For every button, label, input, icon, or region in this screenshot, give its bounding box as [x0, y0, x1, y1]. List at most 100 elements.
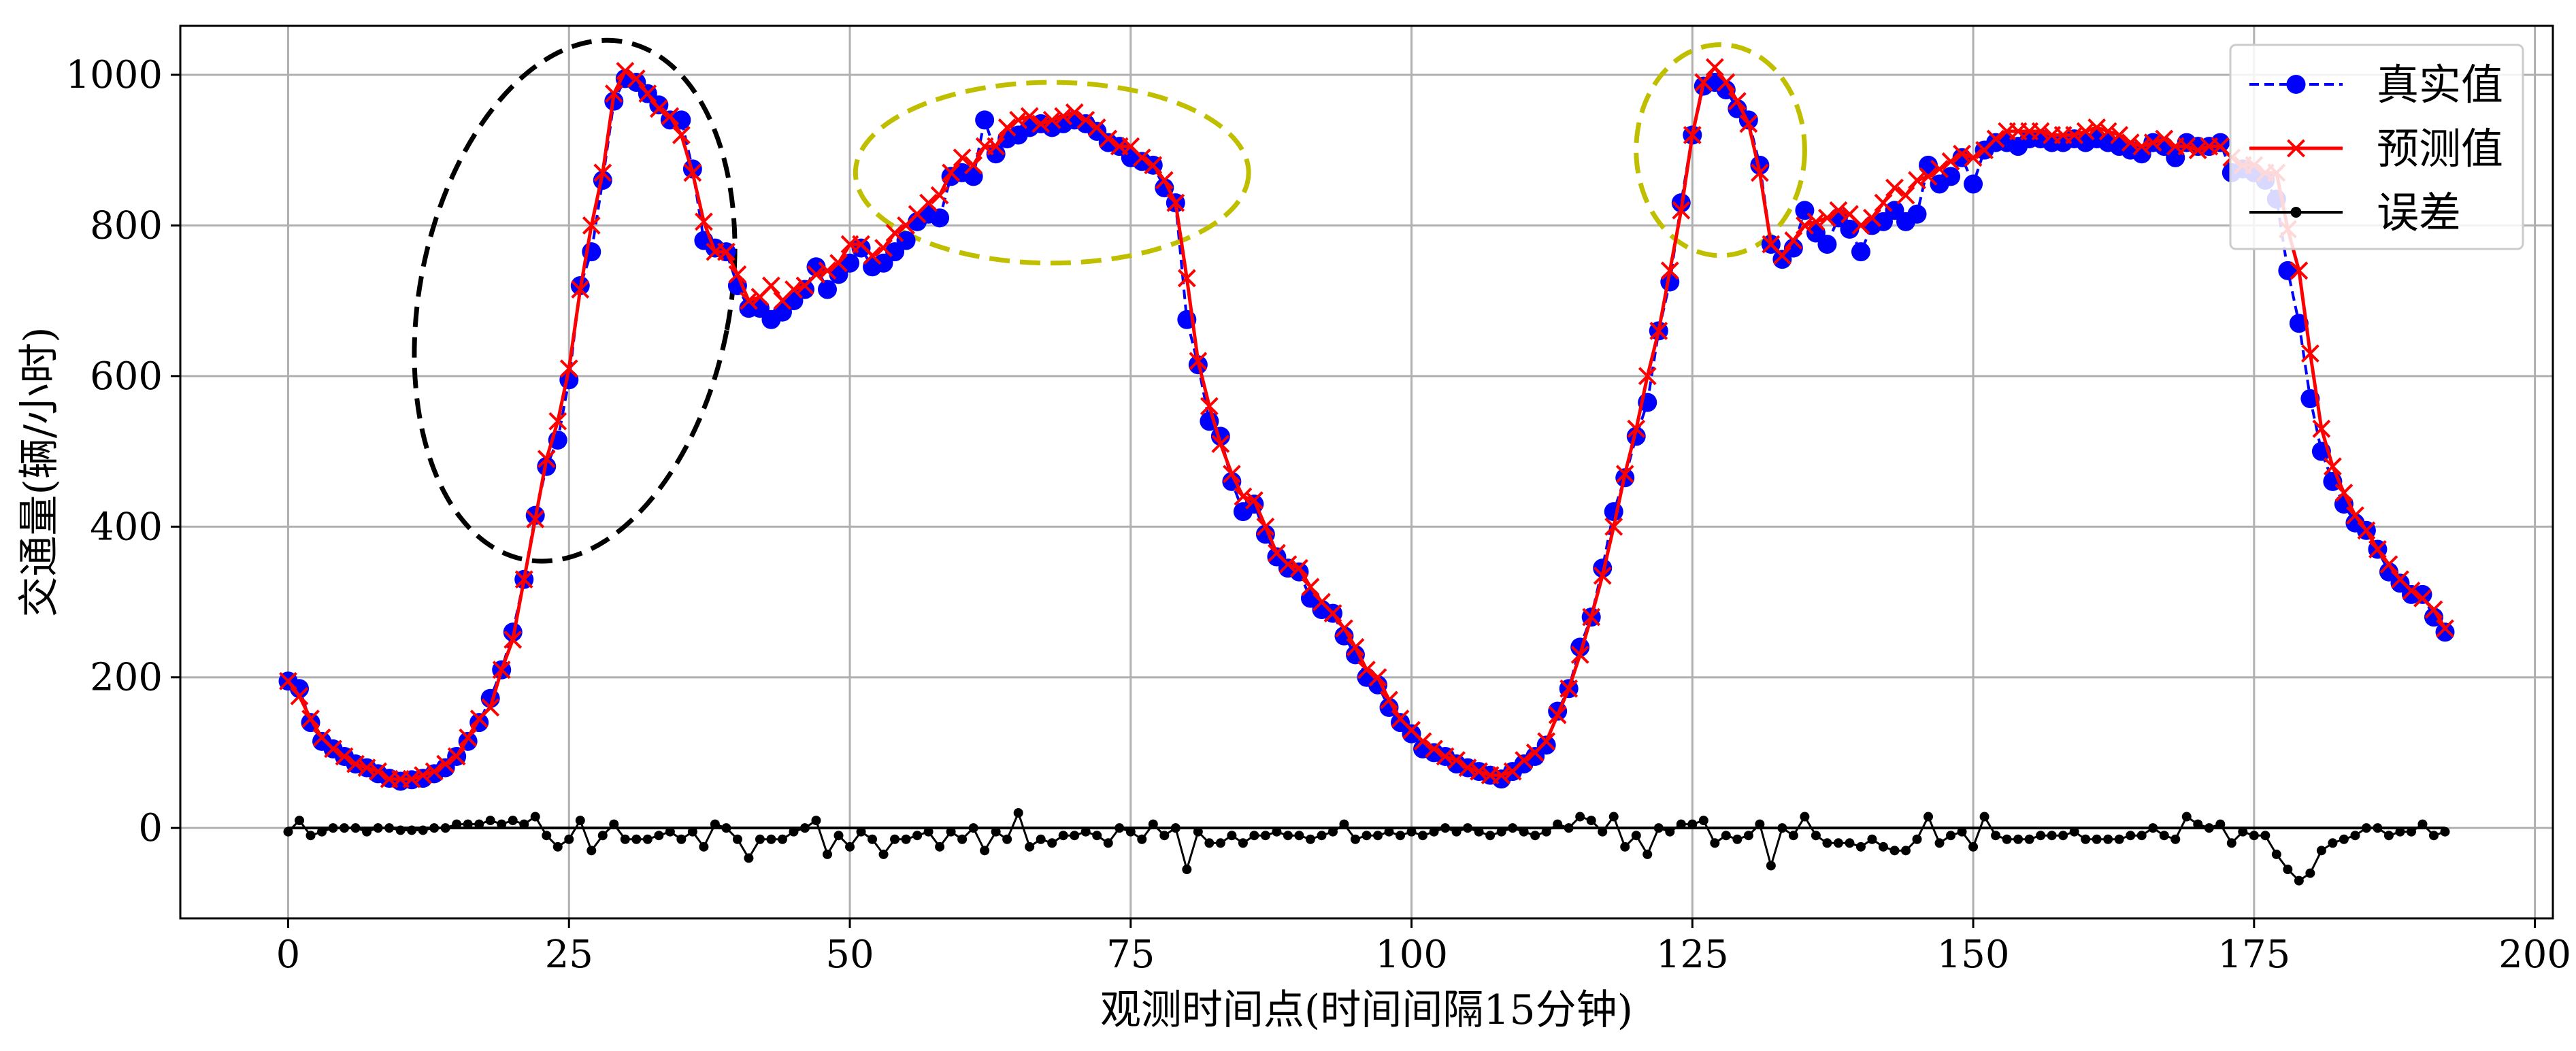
grid-lines: [180, 26, 2553, 918]
error-point: [1013, 807, 1023, 818]
predicted-point: [1964, 148, 1983, 167]
error-point: [957, 834, 968, 844]
error-point: [1777, 823, 1787, 833]
predicted-point: [874, 239, 893, 258]
error-point: [1946, 831, 1956, 841]
legend-label-actual: 真实值: [2377, 60, 2503, 110]
error-point: [1934, 838, 1945, 848]
actual-point: [1840, 219, 1860, 239]
predicted-point: [1660, 261, 1679, 280]
predicted-point: [559, 359, 578, 378]
legend-label-error: 误差: [2377, 188, 2461, 237]
actual-point: [896, 231, 916, 250]
error-point: [1283, 831, 1293, 841]
error-point: [2092, 834, 2102, 844]
error-point: [1822, 838, 1832, 848]
error-point: [2136, 831, 2147, 841]
x-tick-label: 0: [276, 933, 301, 977]
error-point: [1272, 827, 1282, 837]
predicted-point: [2031, 122, 2050, 141]
error-point: [1620, 841, 1630, 852]
error-point: [766, 834, 776, 844]
annotation-ellipses: [412, 37, 1807, 564]
legend-marker-predicted: [2287, 139, 2305, 158]
error-point: [1586, 816, 1596, 826]
predicted-point: [1380, 690, 1398, 710]
actual-point: [1817, 235, 1837, 254]
predicted-point: [1155, 171, 1174, 190]
error-point: [980, 846, 990, 856]
error-point: [2361, 823, 2371, 833]
predicted-point: [335, 747, 354, 766]
error-point: [1317, 831, 1327, 841]
predicted-point: [2177, 137, 2196, 156]
actual-point: [1783, 238, 1803, 258]
predicted-point: [1649, 321, 1668, 340]
error-point: [1474, 827, 1484, 837]
legend-marker-actual: [2286, 75, 2306, 94]
predicted-point: [1065, 103, 1084, 122]
error-point: [901, 834, 911, 844]
error-point: [620, 834, 630, 844]
error-point: [485, 816, 495, 826]
predicted-point: [2155, 129, 2174, 148]
error-point: [2238, 827, 2248, 837]
predicted-point: [1189, 352, 1208, 371]
y-axis-label: 交通量(辆/小时): [16, 327, 63, 617]
predicted-point: [1470, 762, 1489, 781]
predicted-point: [1930, 159, 1949, 178]
error-point: [340, 823, 350, 833]
error-point: [1687, 819, 1698, 829]
predicted-point: [1795, 216, 1814, 235]
predicted-point: [447, 747, 466, 766]
error-point: [2181, 812, 2192, 822]
predicted-point: [1515, 751, 1534, 769]
legend-marker-error: [2290, 207, 2302, 218]
predicted-point: [2065, 126, 2084, 144]
predicted-point: [459, 728, 478, 747]
error-point: [1575, 812, 1585, 822]
predicted-point: [537, 450, 556, 469]
actual-point: [975, 110, 995, 130]
error-point: [1327, 827, 1338, 837]
predicted-point: [2110, 126, 2129, 144]
error-point: [856, 827, 866, 837]
error-point: [295, 816, 305, 826]
predicted-point: [818, 261, 837, 280]
predicted-point: [785, 280, 803, 299]
predicted-point: [1042, 110, 1061, 129]
predicted-point: [1615, 465, 1634, 484]
error-point: [1698, 816, 1708, 826]
x-tick-label: 200: [2498, 933, 2571, 977]
predicted-point: [1863, 208, 1881, 227]
error-point: [1923, 812, 1934, 822]
error-point: [2417, 819, 2428, 829]
predicted-point: [1829, 201, 1848, 220]
error-point: [2339, 834, 2349, 844]
error-point: [2002, 834, 2012, 844]
error-point: [1732, 834, 1743, 844]
plot-frame: [179, 24, 2554, 920]
predicted-point: [1166, 193, 1185, 212]
x-tick-label: 75: [1106, 933, 1155, 977]
predicted-point: [1458, 758, 1477, 777]
predicted-point: [1627, 419, 1646, 438]
predicted-point: [1772, 246, 1791, 265]
actual-point: [1941, 167, 1961, 186]
predicted-point: [1806, 212, 1826, 231]
x-tick-label: 25: [545, 933, 593, 977]
predicted-point: [1739, 114, 1758, 133]
error-point: [452, 819, 462, 829]
error-point: [676, 834, 687, 844]
predicted-point: [807, 265, 825, 284]
predicted-point: [1818, 208, 1836, 227]
predicted-point: [1604, 517, 1623, 536]
predicted-point: [1784, 231, 1803, 250]
error-point: [395, 825, 406, 835]
predicted-point: [942, 163, 961, 182]
error-point: [1979, 812, 1989, 822]
error-point: [1361, 831, 1372, 841]
predicted-point: [346, 754, 365, 773]
predicted-point: [1335, 619, 1353, 638]
y-tick-label: 400: [90, 505, 163, 549]
